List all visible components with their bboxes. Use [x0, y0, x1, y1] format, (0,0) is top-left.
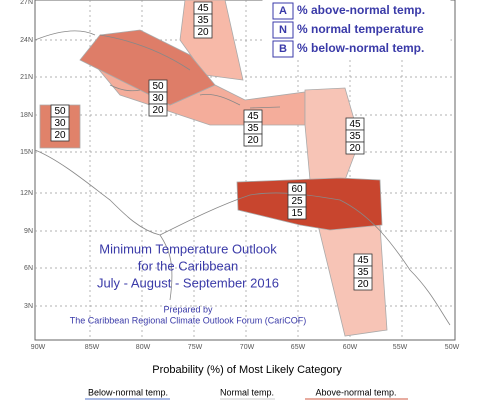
latitude-label: 21N: [20, 74, 33, 81]
category-label: Normal temp.: [220, 387, 274, 397]
probability-value: 20: [357, 279, 369, 290]
title-line: Minimum Temperature Outlook: [99, 241, 277, 256]
legend-text: % below-normal temp.: [297, 41, 424, 55]
probability-cell: [345, 141, 365, 155]
longitude-label: 50W: [445, 344, 460, 351]
latitude-label: 24N: [20, 37, 33, 44]
probability-cell: [353, 277, 373, 291]
longitude-label: 75W: [188, 344, 203, 351]
probability-cell: [243, 133, 263, 147]
longitude-label: 65W: [291, 344, 306, 351]
legend-key-box: [272, 21, 294, 39]
longitude-label: 85W: [85, 344, 100, 351]
probability-value: 45: [357, 255, 369, 266]
latitude-label: 18N: [20, 112, 33, 119]
probability-value: 45: [247, 111, 259, 122]
latitude-label: 6N: [24, 265, 33, 272]
longitude-labels: 90W 85W 80W 75W 70W 65W 60W 55W 50W: [31, 344, 460, 351]
longitude-label: 60W: [343, 344, 358, 351]
legend-text: % normal temperature: [297, 22, 424, 36]
probability-value: 35: [349, 131, 361, 142]
credit-line: The Caribbean Regional Climate Outlook F…: [70, 315, 307, 325]
longitude-label: 80W: [136, 344, 151, 351]
category-label: Above-normal temp.: [315, 387, 396, 397]
longitude-label: 55W: [393, 344, 408, 351]
probability-value: 25: [291, 196, 303, 207]
probability-value: 50: [152, 81, 164, 92]
probability-cell: [193, 25, 213, 39]
legend-frame: [262, 0, 451, 59]
probability-value: 20: [247, 135, 259, 146]
latitude-label: 3N: [24, 303, 33, 310]
legend-key-box: [272, 2, 294, 20]
probability-cell: [50, 128, 70, 142]
legend-key: B: [279, 43, 287, 55]
probability-cell: [287, 206, 307, 220]
probability-value: 35: [197, 15, 209, 26]
probability-value: 45: [197, 3, 209, 14]
probability-value: 20: [197, 27, 209, 38]
legend-key: N: [279, 24, 287, 36]
legend: A % above-normal temp. N % normal temperatu…: [262, 0, 451, 59]
longitude-label: 90W: [31, 344, 46, 351]
probability-cell: [148, 103, 168, 117]
category-label: Below-normal temp.: [88, 387, 168, 397]
probability-value: 35: [357, 267, 369, 278]
latitude-label: 15N: [20, 149, 33, 156]
coastlines: [34, 30, 451, 326]
probability-value: 20: [152, 105, 164, 116]
title-line: July - August - September 2016: [97, 275, 279, 290]
footer-title: Probability (%) of Most Likely Category: [152, 364, 342, 376]
probability-value: 50: [54, 106, 66, 117]
probability-value: 45: [349, 119, 361, 130]
probability-value: 60: [291, 184, 303, 195]
latitude-labels: 27N 24N 21N 18N 15N 12N 9N 6N 3N: [20, 0, 33, 310]
probability-value: 35: [247, 123, 259, 134]
probability-value: 20: [349, 143, 361, 154]
probability-value: 15: [291, 208, 303, 219]
credit: Prepared by The Caribbean Regional Clima…: [70, 304, 307, 325]
probability-value: 20: [54, 130, 66, 141]
probability-value: 30: [152, 93, 164, 104]
region-probabilities: 4535205030205030204535204535206025154535…: [50, 1, 373, 291]
latitude-label: 12N: [20, 190, 33, 197]
credit-line: Prepared by: [163, 304, 213, 314]
title-line: for the Caribbean: [138, 258, 238, 273]
longitude-label: 70W: [240, 344, 255, 351]
latitude-label: 9N: [24, 228, 33, 235]
zone-southern-caribbean: [236, 177, 383, 231]
latitude-label: 27N: [20, 0, 33, 6]
map-title: Minimum Temperature Outlook for the Cari…: [97, 241, 279, 290]
legend-text: % above-normal temp.: [297, 3, 425, 17]
footer-categories: Below-normal temp. Normal temp. Above-no…: [85, 387, 408, 400]
probability-value: 30: [54, 118, 66, 129]
legend-key: A: [279, 5, 287, 17]
legend-key-box: [272, 40, 294, 58]
